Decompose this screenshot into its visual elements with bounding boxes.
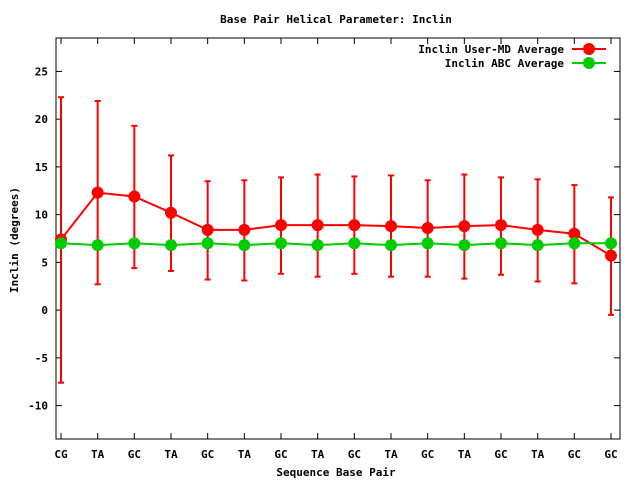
plot-area-border [55, 37, 621, 440]
user-md-point [421, 221, 434, 234]
user-md-point [605, 249, 617, 262]
user-md-point [238, 223, 251, 236]
x-axis-label: Sequence Base Pair [276, 466, 396, 479]
series-layer [55, 96, 617, 384]
user-md-point [165, 206, 177, 219]
abc-point [311, 239, 324, 252]
x-tick-label: TA [238, 448, 252, 461]
legend-marker [583, 57, 595, 69]
user-md-point [311, 219, 324, 232]
user-md-point [495, 219, 507, 232]
x-tick-label: GC [421, 448, 434, 461]
y-tick-label: 0 [41, 304, 48, 317]
x-tick-label: GC [201, 448, 214, 461]
legend-marker [583, 43, 595, 55]
user-md-point [568, 227, 581, 240]
x-tick-label: GC [604, 448, 617, 461]
x-tick-label: TA [311, 448, 325, 461]
user-md-point [91, 186, 104, 199]
y-tick-label: 20 [35, 113, 48, 126]
y-tick-label: 15 [35, 161, 48, 174]
abc-point [385, 239, 397, 252]
x-tick-label: GC [568, 448, 581, 461]
abc-point [165, 239, 177, 252]
abc-point [348, 237, 361, 250]
x-tick-label: GC [274, 448, 287, 461]
abc-point [421, 237, 434, 250]
y-tick-label: -10 [28, 400, 48, 413]
abc-point [201, 237, 214, 250]
user-md-point [128, 190, 141, 203]
y-tick-label: -5 [35, 352, 48, 365]
user-md-point [531, 223, 544, 236]
y-axis-ticks: -10 -5 0 5 10 15 20 25 [28, 65, 620, 413]
x-axis-ticks: CG TA GC TA GC TA GC TA GC TA GC TA GC TA GC GC [54, 38, 618, 461]
x-tick-label: CG [54, 448, 68, 461]
abc-point [238, 239, 251, 252]
x-tick-label: TA [384, 448, 398, 461]
x-tick-label: TA [531, 448, 545, 461]
y-tick-label: 5 [41, 256, 48, 269]
x-tick-label: TA [91, 448, 105, 461]
y-tick-label: 25 [35, 65, 48, 78]
y-tick-label: 10 [35, 209, 48, 222]
x-tick-label: TA [164, 448, 178, 461]
user-md-series-line [60, 191, 612, 257]
user-md-point [275, 219, 287, 232]
abc-point [55, 237, 67, 250]
x-tick-label: GC [348, 448, 361, 461]
legend-label: Inclin User-MD Average [418, 43, 564, 56]
abc-series-line [60, 242, 611, 247]
abc-point [275, 237, 287, 250]
abc-point [128, 237, 141, 250]
legend-label: Inclin ABC Average [445, 57, 565, 70]
y-axis-label: Inclin (degrees) [8, 187, 21, 293]
chart-title: Base Pair Helical Parameter: Inclin [220, 13, 452, 26]
user-md-point [348, 219, 361, 232]
x-tick-label: TA [458, 448, 472, 461]
x-tick-label: GC [128, 448, 141, 461]
user-md-point [385, 220, 397, 233]
user-md-point [458, 220, 471, 233]
abc-point [531, 239, 544, 252]
abc-point [568, 237, 581, 250]
x-tick-label: GC [494, 448, 507, 461]
user-md-point [201, 223, 214, 236]
abc-point [495, 237, 507, 250]
abc-point [91, 239, 104, 252]
abc-point [458, 239, 471, 252]
abc-point [605, 237, 617, 250]
